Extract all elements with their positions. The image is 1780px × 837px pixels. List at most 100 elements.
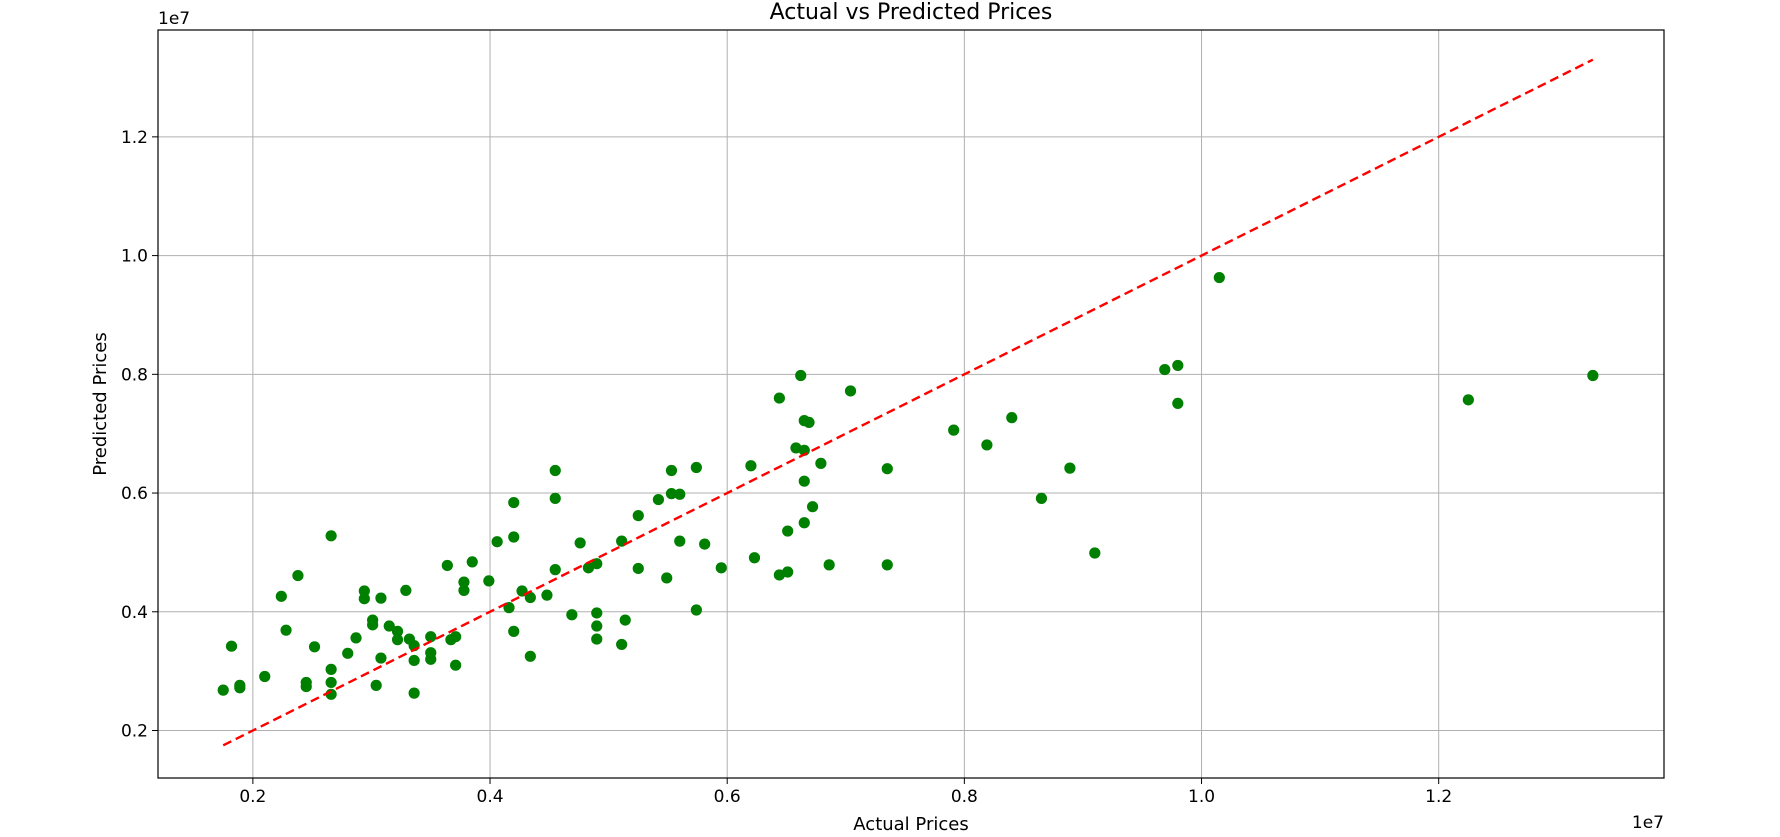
data-point <box>1089 547 1101 559</box>
data-point <box>881 463 893 475</box>
plot-frame <box>157 29 1665 779</box>
data-point <box>508 496 520 509</box>
data-point <box>745 460 757 472</box>
data-point <box>815 457 827 469</box>
data-point <box>665 488 678 500</box>
data-point <box>1006 412 1018 424</box>
data-point <box>591 633 603 645</box>
data-point <box>798 475 810 487</box>
y-tick-label: 0.2 <box>121 722 148 742</box>
data-point <box>665 464 678 477</box>
data-point <box>844 385 857 397</box>
data-points <box>217 271 1599 700</box>
data-point <box>458 576 470 588</box>
data-point <box>806 501 819 513</box>
data-point <box>408 687 420 699</box>
data-point <box>715 562 727 574</box>
data-point <box>375 592 387 604</box>
data-point <box>458 584 470 597</box>
data-point <box>881 559 893 571</box>
x-tick-label: 0.8 <box>951 787 978 807</box>
x-axis-offset-label: 1e7 <box>1632 813 1664 833</box>
data-point <box>566 609 578 621</box>
data-point <box>632 510 644 522</box>
data-point <box>275 590 287 602</box>
data-point <box>1159 363 1171 376</box>
data-point <box>632 562 644 575</box>
data-point <box>674 535 686 547</box>
x-tick-label: 0.2 <box>239 787 266 807</box>
x-tick-label: 1.0 <box>1188 787 1215 807</box>
data-point <box>773 392 785 404</box>
data-point <box>748 552 761 564</box>
data-point <box>524 650 536 662</box>
data-point <box>1587 369 1599 382</box>
data-point <box>1462 394 1474 406</box>
data-point <box>450 631 462 643</box>
data-point <box>652 493 665 506</box>
y-tick-label: 0.6 <box>121 484 148 504</box>
data-point <box>1035 492 1048 504</box>
x-tick-label: 1.2 <box>1425 787 1452 807</box>
data-point <box>823 559 835 571</box>
chart-title: Actual vs Predicted Prices <box>770 0 1053 25</box>
data-point <box>798 517 810 529</box>
data-point <box>541 589 553 601</box>
y-tick-label: 1.2 <box>121 128 148 148</box>
data-point <box>370 679 382 691</box>
data-point <box>1172 359 1184 372</box>
data-point <box>582 562 595 574</box>
plot-area-background <box>158 30 1664 778</box>
data-point <box>367 619 379 631</box>
data-point <box>350 632 362 644</box>
reference-line-group <box>222 58 1594 747</box>
data-point <box>425 631 437 643</box>
data-point <box>342 647 354 659</box>
x-tick-label: 0.6 <box>714 787 741 807</box>
data-point <box>508 625 520 637</box>
y-tick-label: 0.8 <box>121 365 148 385</box>
data-point <box>549 492 561 504</box>
data-point <box>1213 271 1225 284</box>
data-point <box>217 684 229 696</box>
data-point <box>1172 397 1184 410</box>
data-point <box>782 566 794 578</box>
data-point <box>391 634 404 646</box>
data-point <box>491 536 503 548</box>
data-point <box>375 652 387 664</box>
data-point <box>441 559 453 572</box>
data-point <box>690 461 702 474</box>
x-axis-title: Actual Prices <box>853 814 968 835</box>
data-point <box>549 464 561 477</box>
data-point <box>782 525 794 537</box>
data-point <box>524 591 536 604</box>
data-point <box>325 676 337 689</box>
data-point <box>661 572 673 584</box>
x-tick-label: 0.4 <box>477 787 504 807</box>
data-point <box>325 663 337 675</box>
reference-line <box>222 58 1594 747</box>
data-point <box>616 638 628 651</box>
data-point <box>325 530 337 542</box>
data-point <box>408 654 420 667</box>
y-tick-label: 0.4 <box>121 603 148 623</box>
data-point <box>674 488 686 500</box>
data-point <box>591 607 603 619</box>
data-point <box>948 424 960 436</box>
data-point <box>300 680 312 693</box>
data-point <box>358 585 370 597</box>
y-axis-title: Predicted Prices <box>90 332 111 476</box>
axis-ticks: 0.2 0.4 0.6 0.8 1.0 1.2 0.2 0.4 0.6 0.8 1.0 1.2 <box>121 128 1452 807</box>
data-point <box>259 670 271 683</box>
data-point <box>400 584 412 597</box>
data-point <box>280 624 292 636</box>
data-point <box>391 625 404 637</box>
grid <box>158 30 1664 778</box>
data-point <box>234 682 246 694</box>
y-axis-offset-label: 1e7 <box>158 9 190 29</box>
y-tick-label: 1.0 <box>121 247 148 267</box>
data-point <box>574 537 586 549</box>
data-point <box>358 593 370 605</box>
data-point <box>508 531 520 543</box>
